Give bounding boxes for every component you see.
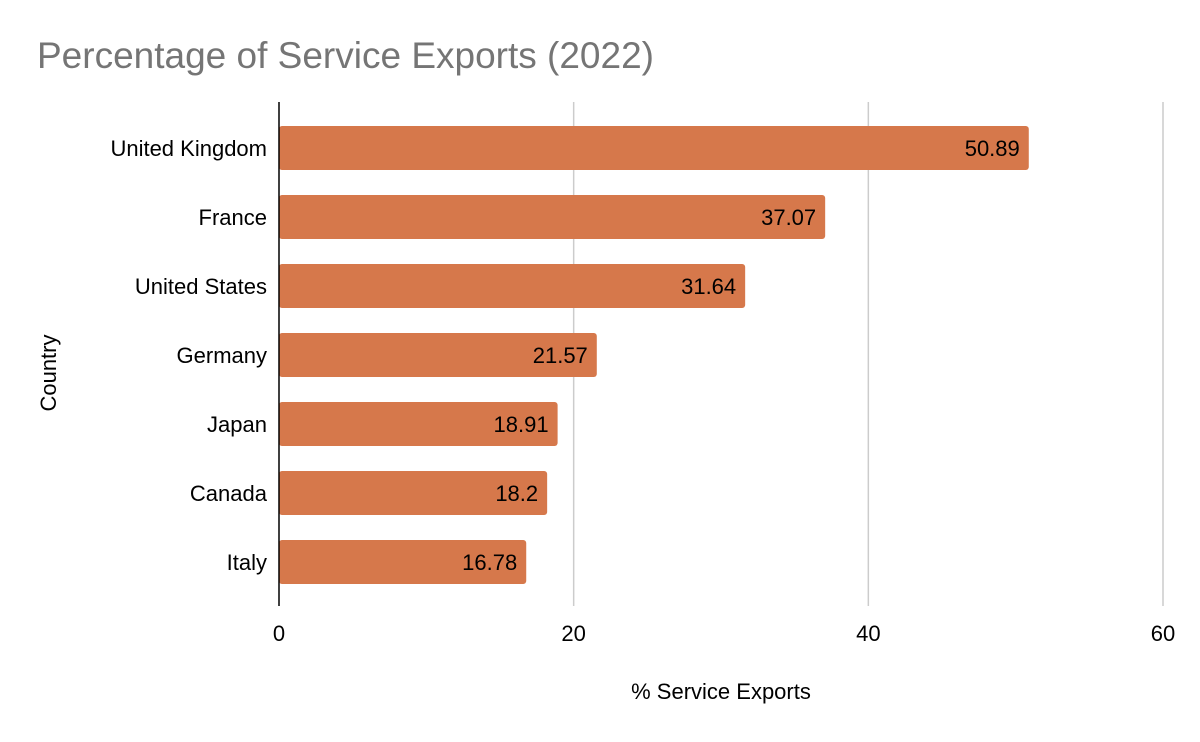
y-tick-label: United States — [135, 274, 267, 299]
labels: 0 20 40 60 United Kingdom 50.89 France 37.07 Uni… — [110, 136, 1175, 646]
bar — [279, 471, 548, 515]
data-label: 21.57 — [533, 343, 588, 368]
bar — [279, 126, 1029, 170]
x-tick-label: 20 — [561, 621, 585, 646]
data-label: 37.07 — [761, 205, 816, 230]
bar — [279, 264, 746, 308]
gridlines — [572, 102, 1164, 606]
bar — [279, 540, 527, 584]
x-tick-label: 60 — [1151, 621, 1175, 646]
data-label: 50.89 — [965, 136, 1020, 161]
y-tick-label: Canada — [190, 481, 268, 506]
bar — [279, 402, 558, 446]
bar — [279, 333, 597, 377]
chart-title: Percentage of Service Exports (2022) — [37, 35, 654, 76]
data-label: 18.2 — [495, 481, 538, 506]
bar — [279, 195, 826, 239]
y-tick-label: France — [199, 205, 267, 230]
data-label: 31.64 — [681, 274, 736, 299]
bars — [279, 126, 1029, 584]
x-tick-label: 40 — [856, 621, 880, 646]
y-tick-label: United Kingdom — [110, 136, 267, 161]
y-axis-title: Country — [36, 334, 61, 411]
data-label: 16.78 — [462, 550, 517, 575]
y-tick-label: Germany — [177, 343, 267, 368]
x-axis-title: % Service Exports — [631, 679, 811, 704]
y-tick-label: Japan — [207, 412, 267, 437]
data-label: 18.91 — [494, 412, 549, 437]
y-tick-label: Italy — [227, 550, 267, 575]
x-tick-label: 0 — [273, 621, 285, 646]
